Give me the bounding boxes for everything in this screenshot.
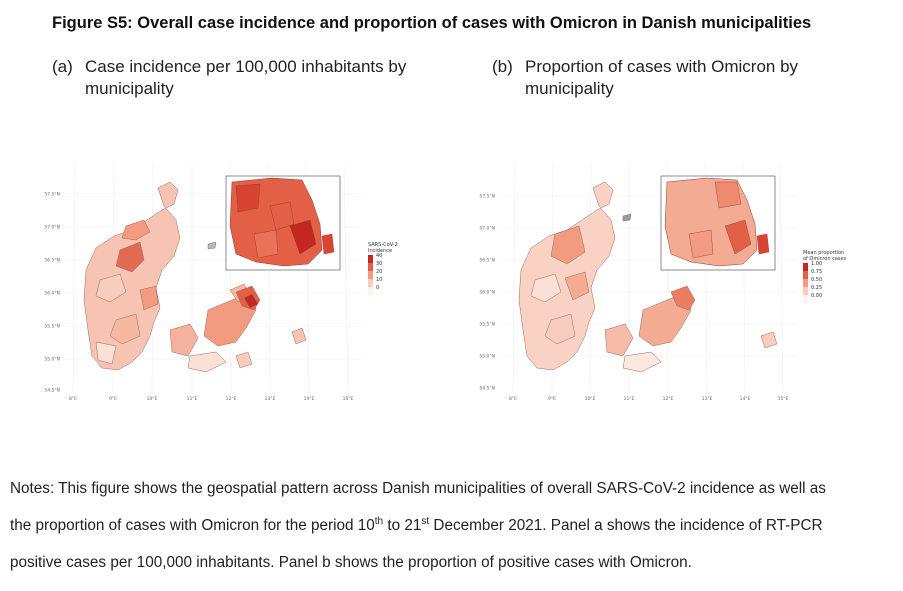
lat-tick-label: 56.5°N <box>44 258 60 264</box>
panel-b-inset <box>660 175 776 271</box>
legend-label: 0.00 <box>811 293 822 299</box>
lon-tick-label: 14°E <box>304 396 315 402</box>
legend-label: 0.25 <box>811 285 822 291</box>
panel-a-map: 57.5°N 57.0°N 56.5°N 56.0°N 55.5°N 55.0°N 54.5… <box>44 164 398 402</box>
notes-line-2: the proportion of cases with Omicron for… <box>10 507 895 544</box>
lon-tick-label: 11°E <box>624 396 635 402</box>
lon-tick-label: 15°E <box>343 396 354 402</box>
panel-b-legend-bar <box>803 263 808 303</box>
legend-color-step <box>368 263 373 271</box>
lon-tick-label: 11°E <box>187 396 198 402</box>
panel-a-islands <box>169 241 307 373</box>
notes-line-2-mid: to 21 <box>383 517 422 534</box>
lat-tick-label: 56.5°N <box>479 258 495 264</box>
notes-sup-th: th <box>374 515 384 527</box>
panel-a-legend: SARS-CoV-2 Incidence 40 30 20 10 0 <box>368 242 398 295</box>
notes-line-1: Notes: This figure shows the geospatial … <box>10 480 826 497</box>
panel-a-lon-ticks: 8°E 9°E 10°E 11°E 12°E 13°E 14°E 15°E <box>69 396 354 402</box>
panel-a-title: (a) Case incidence per 100,000 inhabitan… <box>52 56 452 106</box>
lat-tick-label: 56.0°N <box>44 291 60 297</box>
lon-tick-label: 10°E <box>147 396 158 402</box>
panel-b-lat-ticks: 57.5°N 57.0°N 56.5°N 56.0°N 55.5°N 55.0°N 54.5… <box>479 194 495 392</box>
lat-tick-label: 55.0°N <box>44 357 60 363</box>
lon-tick-label: 9°E <box>548 396 556 402</box>
lon-tick-label: 15°E <box>778 396 789 402</box>
lat-tick-label: 55.5°N <box>44 324 60 330</box>
lat-tick-label: 55.5°N <box>479 322 495 328</box>
lon-tick-label: 14°E <box>740 396 751 402</box>
legend-label: 10 <box>376 277 382 283</box>
notes-line-2-pre: the proportion of cases with Omicron for… <box>10 517 375 534</box>
lon-tick-label: 12°E <box>226 396 237 402</box>
lat-tick-label: 57.5°N <box>44 192 60 198</box>
lat-tick-label: 57.0°N <box>479 226 495 232</box>
panel-a-legend-labels: 40 30 20 10 0 <box>376 253 382 291</box>
figure-title: Figure S5: Overall case incidence and pr… <box>52 14 812 32</box>
panel-b-legend-labels: 1.00 0.75 0.50 0.25 0.00 <box>811 261 822 299</box>
legend-color-step <box>368 279 373 287</box>
panel-b-title-text: Proportion of cases with Omicron by muni… <box>525 57 799 98</box>
legend-label: 40 <box>376 253 382 259</box>
panel-b-jutland <box>518 181 616 371</box>
lat-tick-label: 56.0°N <box>479 290 495 296</box>
lon-tick-label: 10°E <box>585 396 596 402</box>
panel-b-label: (b) <box>492 57 513 76</box>
panel-a-inset <box>225 175 341 271</box>
notes-sup-st: st <box>421 515 430 527</box>
legend-color-step <box>803 263 808 271</box>
legend-label: 0.50 <box>811 277 822 283</box>
panel-b-map: 57.5°N 57.0°N 56.5°N 56.0°N 55.5°N 55.0°N 54.5… <box>479 164 847 402</box>
legend-label: 1.00 <box>811 261 822 267</box>
lat-tick-label: 54.5°N <box>44 388 60 394</box>
panel-b-legend-title-1: Mean proportion <box>803 250 844 256</box>
lon-tick-label: 13°E <box>702 396 713 402</box>
legend-label: 20 <box>376 269 382 275</box>
figure-notes: Notes: This figure shows the geospatial … <box>10 470 895 581</box>
lat-tick-label: 55.0°N <box>479 354 495 360</box>
notes-line-3: positive cases per 100,000 inhabitants. … <box>10 554 692 571</box>
lon-tick-label: 8°E <box>509 396 517 402</box>
lat-tick-label: 57.0°N <box>44 225 60 231</box>
panel-b-title: (b) Proportion of cases with Omicron by … <box>492 56 872 106</box>
panel-b-legend-title-2: of Omicron cases <box>803 256 847 262</box>
legend-color-step <box>368 271 373 279</box>
legend-color-step <box>803 287 808 295</box>
lon-tick-label: 8°E <box>69 396 77 402</box>
legend-label: 30 <box>376 261 382 267</box>
legend-label: 0.75 <box>811 269 822 275</box>
legend-color-step <box>368 255 373 263</box>
notes-line-2-post: December 2021. Panel a shows the inciden… <box>429 517 823 534</box>
panel-b-islands <box>604 213 778 373</box>
lon-tick-label: 9°E <box>109 396 117 402</box>
panel-a-title-text: Case incidence per 100,000 inhabitants b… <box>85 57 407 98</box>
lat-tick-label: 54.5°N <box>479 386 495 392</box>
panel-b-lon-ticks: 8°E 9°E 10°E 11°E 12°E 13°E 14°E 15°E <box>509 396 789 402</box>
panel-a-legend-bar <box>368 255 373 295</box>
panel-a-jutland <box>83 181 181 371</box>
lon-tick-label: 13°E <box>265 396 276 402</box>
lat-tick-label: 57.5°N <box>479 194 495 200</box>
panel-a-lat-ticks: 57.5°N 57.0°N 56.5°N 56.0°N 55.5°N 55.0°N 54.5… <box>44 192 60 394</box>
panel-a-legend-title-1: SARS-CoV-2 <box>368 242 398 248</box>
legend-color-step <box>803 279 808 287</box>
legend-label: 0 <box>376 285 379 291</box>
panel-a-legend-title-2: Incidence <box>368 248 392 254</box>
lon-tick-label: 12°E <box>663 396 674 402</box>
legend-color-step <box>368 287 373 295</box>
legend-color-step <box>803 295 808 303</box>
panel-b-legend: Mean proportion of Omicron cases 1.00 0.7… <box>803 250 847 303</box>
panel-a-label: (a) <box>52 57 73 76</box>
legend-color-step <box>803 271 808 279</box>
